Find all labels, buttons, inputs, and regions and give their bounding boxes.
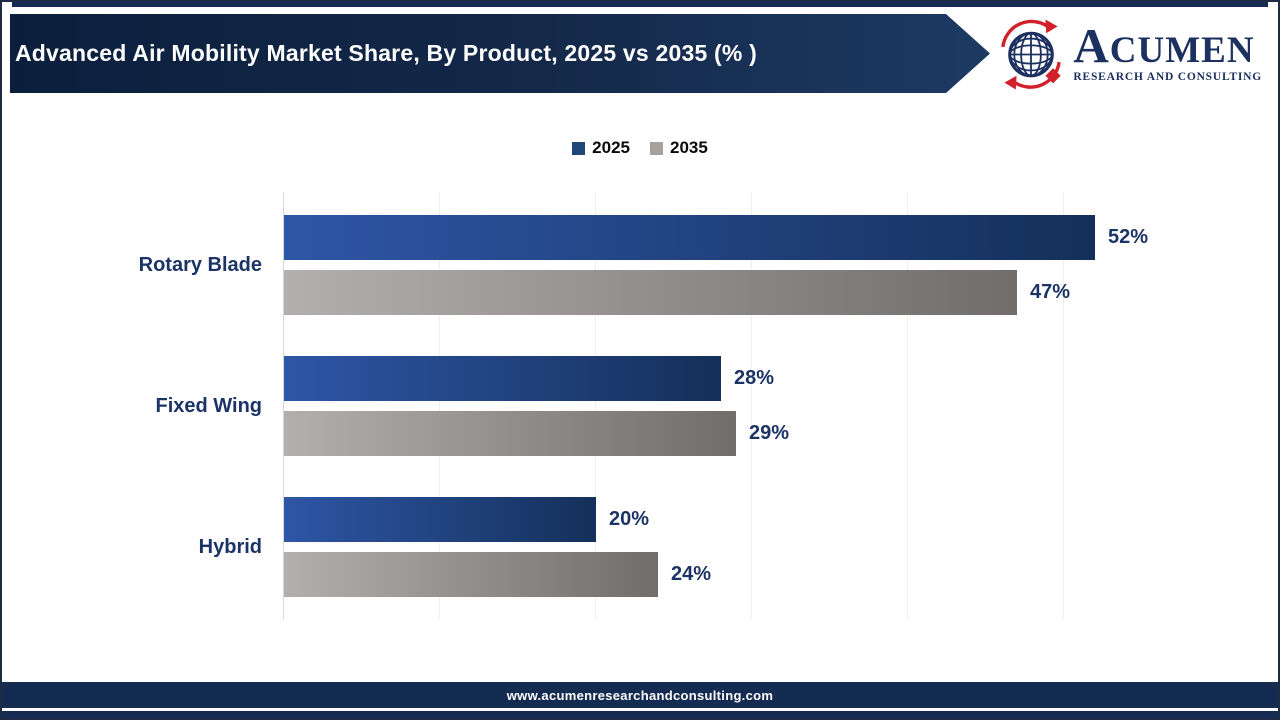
bar-2035-fixed-wing xyxy=(284,411,736,456)
gridline xyxy=(1063,192,1064,619)
page-title: Advanced Air Mobility Market Share, By P… xyxy=(15,40,758,66)
brand-subtitle: RESEARCH AND CONSULTING xyxy=(1073,70,1262,83)
gridline xyxy=(595,192,596,619)
legend-swatch-2025 xyxy=(572,141,586,155)
legend-label-2025: 2025 xyxy=(592,138,630,157)
footer-bar: www.acumenresearchandconsulting.com xyxy=(2,682,1278,708)
category-label-rotary-blade: Rotary Blade xyxy=(138,254,262,276)
title-banner: Advanced Air Mobility Market Share, By P… xyxy=(10,14,990,93)
value-label-2035-hybrid: 24% xyxy=(671,563,712,585)
category-label-hybrid: Hybrid xyxy=(198,536,262,558)
bar-2035-rotary-blade xyxy=(284,270,1017,315)
legend-label-2035: 2035 xyxy=(670,138,708,157)
value-label-2025-rotary-blade: 52% xyxy=(1108,226,1149,248)
gridline xyxy=(439,192,440,619)
brand-text: ACUMEN RESEARCH AND CONSULTING xyxy=(1073,18,1262,83)
bar-2035-hybrid xyxy=(284,552,658,597)
value-label-2035-fixed-wing: 29% xyxy=(749,422,790,444)
y-axis-line xyxy=(283,192,284,619)
bar-2025-rotary-blade xyxy=(284,215,1095,260)
value-label-2025-fixed-wing: 28% xyxy=(734,367,775,389)
bar-2025-hybrid xyxy=(284,497,596,542)
chart-legend: 2025 2035 xyxy=(2,138,1278,158)
plot-area: Rotary Blade 52% 47% Fixed Wing 28% 29% Hybrid… xyxy=(2,192,1278,619)
legend-item-2035: 2035 xyxy=(650,138,708,158)
legend-item-2025: 2025 xyxy=(572,138,630,158)
footer-website: www.acumenresearchandconsulting.com xyxy=(506,687,774,703)
category-label-fixed-wing: Fixed Wing xyxy=(155,395,262,417)
legend-swatch-2035 xyxy=(650,141,663,155)
top-accent-strip xyxy=(12,2,1268,7)
bar-2025-fixed-wing xyxy=(284,356,721,401)
gridline xyxy=(751,192,752,619)
brand-name: ACUMEN xyxy=(1073,18,1255,74)
value-label-2035-rotary-blade: 47% xyxy=(1030,281,1071,303)
value-label-2025-hybrid: 20% xyxy=(609,508,650,530)
globe-icon xyxy=(1001,19,1062,90)
gridline xyxy=(907,192,908,619)
bottom-accent-strip xyxy=(2,711,1278,718)
company-logo: ACUMEN RESEARCH AND CONSULTING xyxy=(993,15,1262,91)
